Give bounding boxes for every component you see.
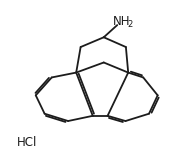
- Text: 2: 2: [127, 20, 133, 29]
- Text: NH: NH: [113, 15, 131, 28]
- Text: HCl: HCl: [17, 136, 37, 149]
